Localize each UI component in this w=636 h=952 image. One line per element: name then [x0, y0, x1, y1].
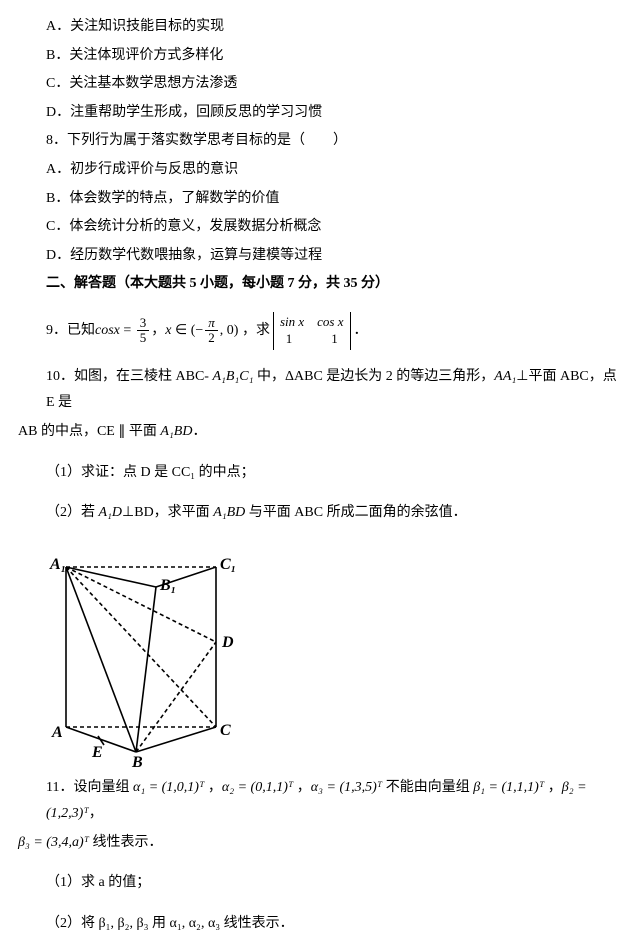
q9-frac-den: 5 [137, 331, 150, 345]
q11-stem-line1: 11．设向量组 α₁ = (1,0,1)ᵀ ，α₂ = (0,1,1)ᵀ ，α₃… [18, 775, 618, 828]
q10-l2-b: ． [192, 424, 206, 439]
q10-a1bd-1: A₁BD [160, 424, 192, 439]
q10-p2-c: 与平面 ABC 所成二面角的余弦值． [245, 505, 466, 520]
q11-part2: （2）将 β₁, β₂, β₃ 用 α₁, α₂, α₃ 线性表示． [18, 911, 618, 938]
q9-period: ． [354, 323, 368, 338]
q9-stem: 9．已知cosx = 35，x ∈ (−π2, 0) ，求sin x cos x… [18, 312, 618, 350]
q11-prefix: 11．设向量组 [46, 780, 133, 795]
q11-a3: α₃ = (1,3,5)ᵀ [311, 780, 382, 795]
q9-frac-num: 3 [137, 316, 150, 331]
q8-stem: 8．下列行为属于落实数学思考目标的是（ ） [18, 128, 618, 155]
q10-l2-a: AB 的中点，CE ∥ 平面 [18, 424, 160, 439]
q9-determinant: sin x cos x1 1 [273, 312, 351, 350]
q10-perp1: ⊥ [516, 369, 528, 384]
prism-labels: A₁ B₁ C₁ D A B C E [49, 556, 236, 767]
q11-sep2: ， [293, 780, 311, 795]
q9-cos: cos [95, 323, 114, 338]
label-e: E [91, 744, 103, 761]
label-b1: B₁ [159, 577, 176, 594]
q10-part2: （2）若 A₁D⊥BD，求平面 A₁BD 与平面 ABC 所成二面角的余弦值． [18, 500, 618, 527]
q10-stem-line1: 10．如图，在三棱柱 ABC- A₁B₁C₁ 中，ΔABC 是边长为 2 的等边… [18, 364, 618, 417]
q9-pi: π [205, 316, 218, 331]
q11-a1: α₁ = (1,0,1)ᵀ [133, 780, 204, 795]
q9-frac-pi: π2 [205, 316, 218, 346]
q7-opt-d: D．注重帮助学生形成，回顾反思的学习习惯 [18, 100, 618, 127]
q10-a1d: A₁D [99, 505, 123, 520]
q9-xin-pre: ∈ (− [172, 323, 204, 338]
label-b: B [131, 754, 143, 767]
q10-aa1: AA₁ [494, 369, 516, 384]
q10-a1b1c1: A₁B₁C₁ [212, 369, 253, 384]
q10-a1bd-2: A₁BD [213, 505, 245, 520]
q11-a2: α₂ = (0,1,1)ᵀ [222, 780, 293, 795]
q11-part1: （1）求 a 的值； [18, 870, 618, 897]
q8-opt-d: D．经历数学代数喂抽象，运算与建模等过程 [18, 243, 618, 270]
label-c: C [220, 722, 231, 739]
q11-tail: 线性表示． [89, 835, 163, 850]
q10-perp2: ⊥ [122, 505, 134, 520]
q11-sep4: ， [89, 806, 103, 821]
q9-frac: 35 [137, 316, 150, 346]
q10-p2-b: BD，求平面 [134, 505, 213, 520]
q9-xin-post: , 0) ，求 [220, 323, 270, 338]
q9-prefix: 9．已知 [46, 323, 95, 338]
q10-l1-b: 中，ΔABC 是边长为 2 的等边三角形， [254, 369, 495, 384]
q7-opt-c: C．关注基本数学思想方法渗透 [18, 71, 618, 98]
q9-det-r2: 1 1 [280, 331, 344, 348]
q10-part1: （1）求证：点 D 是 CC₁ 的中点； [18, 460, 618, 487]
q8-opt-c: C．体会统计分析的意义，发展数据分析概念 [18, 214, 618, 241]
q10-stem-line2: AB 的中点，CE ∥ 平面 A₁BD． [18, 419, 618, 446]
q7-opt-a: A．关注知识技能目标的实现 [18, 14, 618, 41]
q9-comma1: ， [151, 323, 165, 338]
q11-sep1: ， [204, 780, 222, 795]
q8-opt-b: B．体会数学的特点，了解数学的价值 [18, 186, 618, 213]
q11-stem-line2: β₃ = (3,4,a)ᵀ 线性表示． [18, 830, 618, 857]
q11-mid: 不能由向量组 [382, 780, 473, 795]
q9-two: 2 [205, 331, 218, 345]
q11-sep3: ， [544, 780, 562, 795]
q10-l1-a: 10．如图，在三棱柱 ABC- [46, 369, 212, 384]
label-a1: A₁ [49, 556, 66, 573]
q9-eq: = [120, 323, 135, 338]
q11-b3: β₃ = (3,4,a)ᵀ [18, 835, 89, 850]
label-c1: C₁ [220, 556, 236, 573]
prism-figure: A₁ B₁ C₁ D A B C E [36, 547, 246, 767]
label-d: D [221, 634, 234, 651]
q10-p2-a: （2）若 [46, 505, 99, 520]
q8-opt-a: A．初步行成评价与反思的意识 [18, 157, 618, 184]
label-a: A [51, 724, 63, 741]
q9-det-r1: sin x cos x [280, 314, 344, 331]
prism-edges [66, 567, 216, 752]
q11-b1: β₁ = (1,1,1)ᵀ [473, 780, 544, 795]
section-2-header: 二、解答题（本大题共 5 小题，每小题 7 分，共 35 分） [18, 271, 618, 298]
q7-opt-b: B．关注体现评价方式多样化 [18, 43, 618, 70]
